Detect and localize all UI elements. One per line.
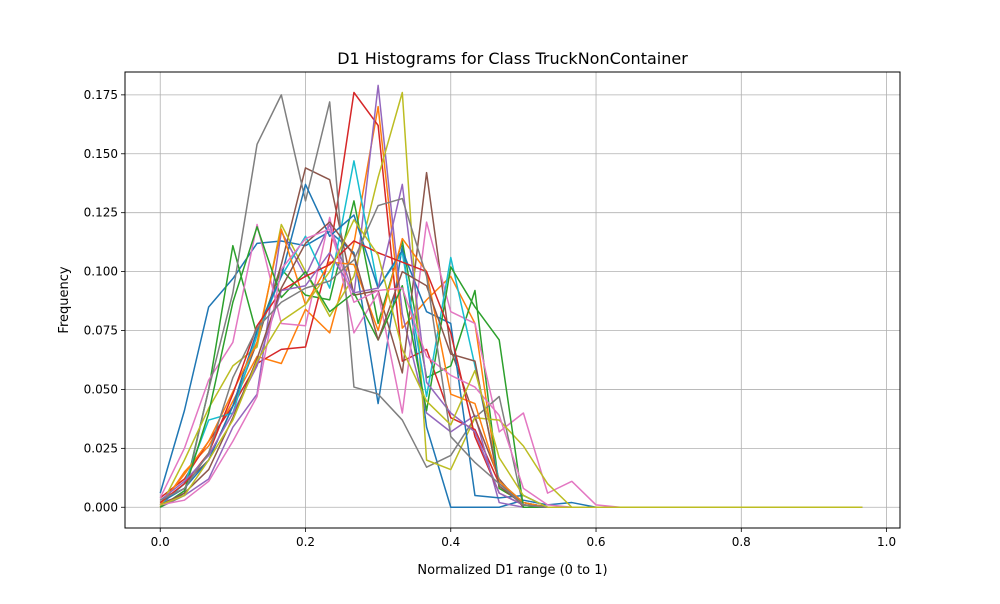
x-tick-label: 0.0	[151, 535, 170, 549]
x-tick-label: 1.0	[877, 535, 896, 549]
y-tick-label: 0.000	[84, 500, 118, 514]
x-axis-label: Normalized D1 range (0 to 1)	[417, 563, 607, 578]
y-tick-label: 0.050	[84, 382, 118, 396]
x-tick-label: 0.2	[296, 535, 315, 549]
series-line-19	[159, 219, 863, 509]
chart-title: D1 Histograms for Class TruckNonContaine…	[337, 49, 688, 68]
series-group	[159, 84, 863, 509]
x-tick-label: 0.4	[441, 535, 460, 549]
y-tick-label: 0.125	[84, 206, 118, 220]
plot-frame	[124, 71, 901, 529]
y-tick-label: 0.175	[84, 88, 118, 102]
x-tick-label: 0.6	[586, 535, 605, 549]
y-tick-label: 0.075	[84, 324, 118, 338]
grid	[125, 72, 900, 528]
y-tick-label: 0.100	[84, 265, 118, 279]
y-axis: 0.000 0.025 0.050 0.075 0.100 0.125 0.150 0.175	[84, 88, 125, 514]
x-tick-label: 0.8	[732, 535, 751, 549]
y-tick-label: 0.025	[84, 441, 118, 455]
x-axis: 0.0 0.2 0.4 0.6 0.8 1.0	[151, 528, 896, 549]
y-axis-label: Frequency	[57, 266, 72, 333]
y-tick-label: 0.150	[84, 147, 118, 161]
